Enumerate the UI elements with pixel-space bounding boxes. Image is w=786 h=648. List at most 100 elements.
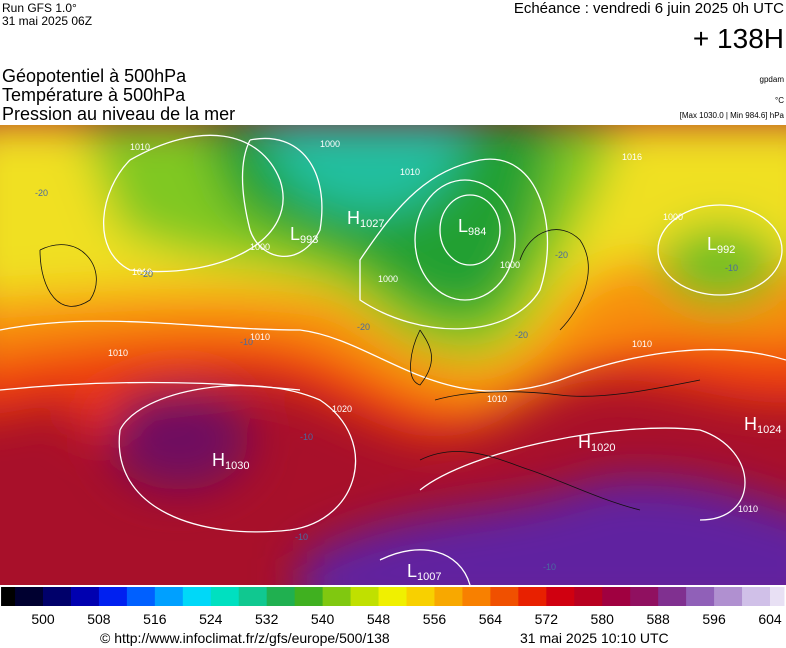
colorbar-swatch bbox=[43, 587, 58, 606]
temperature-label: -10 bbox=[543, 562, 556, 572]
colorbar-swatch bbox=[15, 587, 30, 606]
isobar-label: 1010 bbox=[108, 348, 128, 358]
footer-url: © http://www.infoclimat.fr/z/gfs/europe/… bbox=[100, 630, 390, 646]
run: Run GFS 1.0° bbox=[2, 1, 77, 15]
colorbar-swatch bbox=[714, 587, 729, 606]
colorbar-label: 596 bbox=[702, 611, 726, 627]
unit: gpdam bbox=[760, 75, 785, 84]
colorbar-label: 540 bbox=[311, 611, 335, 627]
colorbar-swatch bbox=[126, 587, 142, 606]
center-value: 984 bbox=[468, 226, 486, 238]
colorbar-swatch bbox=[140, 587, 156, 606]
footer-time: 31 mai 2025 10:10 UTC bbox=[520, 630, 669, 646]
pressure-center: L1007 bbox=[407, 561, 442, 583]
pressure-center: H1027 bbox=[347, 208, 384, 230]
colorbar-swatch bbox=[532, 587, 547, 606]
center-value: 992 bbox=[717, 244, 735, 256]
colorbar-swatch bbox=[168, 587, 184, 606]
isobars bbox=[0, 134, 786, 585]
pressure-center: H1030 bbox=[212, 450, 249, 472]
isobar-label: 1000 bbox=[320, 139, 340, 149]
unit: °C bbox=[775, 96, 784, 105]
colorbar-swatch bbox=[504, 587, 519, 606]
colorbar-label: 508 bbox=[87, 611, 111, 627]
center-value: 1007 bbox=[417, 571, 441, 583]
colorbar-swatch bbox=[98, 587, 114, 606]
isobar-label: 1000 bbox=[250, 242, 270, 252]
run-date: 31 mai 2025 06Z bbox=[2, 14, 92, 28]
unit: [Max 1030.0 | Min 984.6] hPa bbox=[680, 111, 785, 120]
colorbar-swatch bbox=[392, 587, 407, 606]
colorbar-label: 580 bbox=[591, 611, 615, 627]
center-type: H bbox=[347, 208, 360, 228]
center-value: 993 bbox=[300, 234, 318, 246]
isobar-label: 1010 bbox=[130, 142, 150, 152]
pressure-center: L993 bbox=[290, 224, 318, 246]
colorbar-swatch bbox=[238, 587, 254, 606]
colorbar-swatch bbox=[210, 587, 226, 606]
center-type: H bbox=[212, 450, 225, 470]
colorbar-label: 516 bbox=[143, 611, 167, 627]
pressure-center: H1020 bbox=[578, 432, 615, 454]
colorbar-swatch bbox=[1, 587, 16, 606]
temperature-label: -20 bbox=[35, 188, 48, 198]
colorbar-swatch bbox=[336, 587, 352, 606]
colorbar-swatch bbox=[84, 587, 100, 606]
isobar-label: 1020 bbox=[332, 404, 352, 414]
temperature-label: -10 bbox=[240, 337, 253, 347]
center-type: L bbox=[407, 561, 417, 581]
colorbar-swatch bbox=[490, 587, 505, 606]
isobar-label: 1000 bbox=[663, 212, 683, 222]
colorbar-swatch bbox=[448, 587, 463, 606]
colorbar-swatch bbox=[280, 587, 296, 606]
colorbar-swatch bbox=[29, 587, 44, 606]
colorbar-swatch bbox=[112, 587, 128, 606]
colorbar-label: 604 bbox=[758, 611, 782, 627]
colorbar-swatch bbox=[378, 587, 394, 606]
colorbar-swatch bbox=[770, 587, 785, 606]
colorbar-swatch bbox=[364, 587, 380, 606]
temperature-label: -20 bbox=[140, 269, 153, 279]
colorbar-swatch bbox=[476, 587, 491, 606]
echeance: Echéance : vendredi 6 juin 2025 0h UTC bbox=[514, 0, 784, 17]
isobar-label: 1010 bbox=[487, 394, 507, 404]
colorbar-swatch bbox=[756, 587, 771, 606]
colorbar-swatch bbox=[644, 587, 659, 606]
center-value: 1024 bbox=[757, 424, 781, 436]
pressure-center: L984 bbox=[458, 216, 486, 238]
colorbar-swatch bbox=[350, 587, 366, 606]
colorbar-swatch bbox=[322, 587, 338, 606]
pressure-center: H1024 bbox=[744, 414, 781, 436]
field-label: Pression au niveau de la mer bbox=[2, 104, 235, 124]
lead-time: + 138H bbox=[693, 23, 784, 54]
colorbar-swatch bbox=[630, 587, 645, 606]
field-label: Température à 500hPa bbox=[2, 85, 186, 105]
colorbar-swatch bbox=[56, 587, 72, 606]
colorbar-swatch bbox=[406, 587, 421, 606]
temperature-label: -20 bbox=[357, 322, 370, 332]
temperature-label: -10 bbox=[725, 263, 738, 273]
colorbar-swatch bbox=[266, 587, 282, 606]
center-value: 1030 bbox=[225, 460, 249, 472]
isobar-label: 1010 bbox=[738, 504, 758, 514]
center-type: L bbox=[458, 216, 468, 236]
colorbar-swatch bbox=[294, 587, 310, 606]
colorbar-swatch bbox=[616, 587, 631, 606]
colorbar-swatch bbox=[308, 587, 324, 606]
colorbar-swatch bbox=[196, 587, 212, 606]
temperature-label: -20 bbox=[555, 250, 568, 260]
temperature-label: -10 bbox=[300, 432, 313, 442]
colorbar-swatch bbox=[420, 587, 435, 606]
colorbar-swatch bbox=[518, 587, 533, 606]
colorbar-swatch bbox=[742, 587, 757, 606]
isobar-label: 1010 bbox=[132, 267, 152, 277]
center-type: L bbox=[707, 234, 717, 254]
isobar-label: 1010 bbox=[250, 332, 270, 342]
coastlines bbox=[39, 229, 701, 511]
colorbar-swatch bbox=[462, 587, 477, 606]
colorbar-swatch bbox=[546, 587, 561, 606]
isobar-label: 1010 bbox=[400, 167, 420, 177]
colorbar-label: 588 bbox=[646, 611, 670, 627]
